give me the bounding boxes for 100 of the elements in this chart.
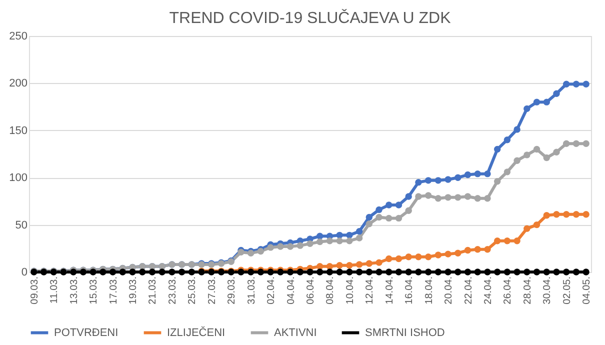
point xyxy=(504,136,511,144)
point xyxy=(474,246,481,253)
point xyxy=(178,268,186,276)
point xyxy=(188,268,196,276)
x-tick-label: 14.04. xyxy=(384,276,396,304)
point xyxy=(148,268,156,276)
x-tick-label: 08.04. xyxy=(325,276,336,304)
point xyxy=(464,171,472,178)
x-tick-label: 29.03. xyxy=(226,276,238,304)
legend-label: SMRTNI ISHOD xyxy=(365,326,445,339)
point xyxy=(296,242,304,249)
point xyxy=(514,238,520,244)
point xyxy=(376,268,382,276)
x-tick-label: 02.05. xyxy=(562,276,573,304)
x-tick-label: 20.04. xyxy=(444,276,455,304)
point xyxy=(572,80,580,88)
point xyxy=(336,238,343,244)
point xyxy=(454,194,462,201)
x-tick-label: 09.03. xyxy=(29,276,40,304)
point xyxy=(326,262,334,270)
point xyxy=(464,246,472,254)
point xyxy=(158,268,166,276)
point xyxy=(553,90,560,97)
x-tick-label: 31.03. xyxy=(246,276,258,304)
point xyxy=(100,268,106,276)
x-tick-label: 22.04. xyxy=(463,276,474,304)
point xyxy=(484,268,491,276)
point xyxy=(484,170,491,178)
point xyxy=(553,268,560,276)
y-tick-label: 0 xyxy=(21,266,28,278)
point xyxy=(405,207,412,214)
point xyxy=(386,268,392,276)
point xyxy=(139,268,146,276)
point xyxy=(514,126,520,133)
point xyxy=(424,192,432,199)
x-tick-label: 24.04. xyxy=(482,276,494,304)
point xyxy=(444,250,452,258)
point xyxy=(524,152,530,158)
point xyxy=(582,140,590,147)
point xyxy=(109,268,116,276)
point xyxy=(306,268,314,276)
point xyxy=(553,148,560,156)
point xyxy=(326,268,334,276)
point xyxy=(562,211,570,218)
point xyxy=(504,238,511,244)
point xyxy=(582,211,590,218)
point xyxy=(376,214,382,221)
x-tick-label: 10.04. xyxy=(344,276,356,304)
point xyxy=(444,194,452,201)
point xyxy=(405,193,412,200)
point xyxy=(346,268,353,276)
point xyxy=(582,80,590,88)
point xyxy=(514,157,520,164)
point xyxy=(572,268,580,276)
x-tick-label: 13.03. xyxy=(68,276,80,304)
y-tick-label: 200 xyxy=(9,78,28,90)
point xyxy=(424,177,432,184)
point xyxy=(543,268,550,276)
x-tick-label: 28.04. xyxy=(522,276,534,304)
point xyxy=(434,195,442,202)
legend-label: POTVRĐENI xyxy=(54,326,118,339)
x-tick-label: 15.03. xyxy=(88,276,100,304)
point xyxy=(316,268,324,276)
point xyxy=(424,254,432,260)
point xyxy=(524,268,530,276)
point xyxy=(562,268,570,276)
point xyxy=(434,268,442,276)
point xyxy=(119,268,126,276)
point xyxy=(366,268,373,276)
point xyxy=(494,238,501,244)
point xyxy=(424,268,432,276)
point xyxy=(533,98,540,106)
point xyxy=(316,238,324,246)
x-tick-label: 19.03. xyxy=(128,276,140,304)
point xyxy=(494,146,501,153)
point xyxy=(336,262,343,269)
x-tick-label: 27.03. xyxy=(206,276,218,304)
point xyxy=(543,154,550,162)
point xyxy=(524,225,530,232)
legend-label: IZLIJEČENI xyxy=(167,326,226,339)
point xyxy=(533,221,540,228)
point xyxy=(316,232,324,240)
point xyxy=(395,268,402,276)
point xyxy=(346,262,353,269)
point xyxy=(553,211,560,218)
point xyxy=(464,193,472,200)
point xyxy=(562,80,570,88)
point xyxy=(533,146,540,153)
x-tick-label: 04.04. xyxy=(286,276,297,304)
point xyxy=(543,98,550,106)
point xyxy=(168,268,176,276)
point xyxy=(386,202,392,208)
point xyxy=(336,268,343,276)
x-tick-label: 26.04. xyxy=(502,276,514,304)
point xyxy=(434,177,442,184)
x-tick-label: 16.04. xyxy=(404,276,416,304)
x-tick-label: 02.04. xyxy=(266,276,278,304)
point xyxy=(444,268,452,276)
point xyxy=(395,255,402,262)
point xyxy=(474,268,481,276)
